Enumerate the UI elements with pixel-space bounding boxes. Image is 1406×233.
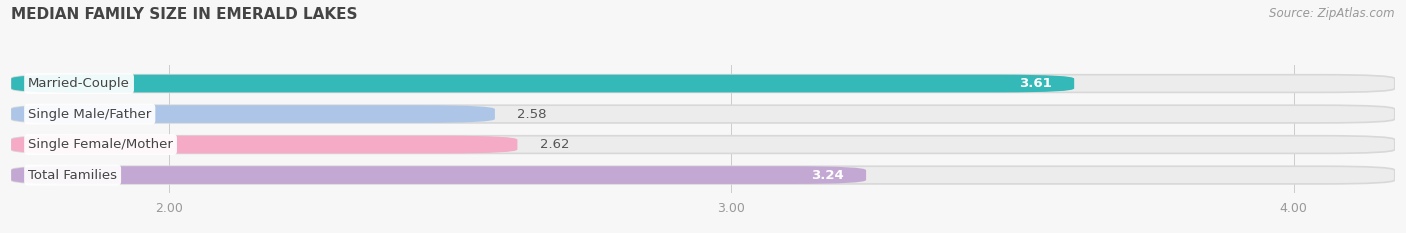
FancyBboxPatch shape <box>11 75 1074 93</box>
Text: Source: ZipAtlas.com: Source: ZipAtlas.com <box>1270 7 1395 20</box>
Text: 3.24: 3.24 <box>811 169 844 182</box>
Text: Single Male/Father: Single Male/Father <box>28 108 152 120</box>
FancyBboxPatch shape <box>11 105 1395 123</box>
Text: 2.58: 2.58 <box>517 108 547 120</box>
FancyBboxPatch shape <box>11 105 495 123</box>
Text: 3.61: 3.61 <box>1019 77 1052 90</box>
FancyBboxPatch shape <box>11 136 517 153</box>
FancyBboxPatch shape <box>11 166 866 184</box>
Text: MEDIAN FAMILY SIZE IN EMERALD LAKES: MEDIAN FAMILY SIZE IN EMERALD LAKES <box>11 7 357 22</box>
Text: Single Female/Mother: Single Female/Mother <box>28 138 173 151</box>
Text: Married-Couple: Married-Couple <box>28 77 129 90</box>
FancyBboxPatch shape <box>11 166 1395 184</box>
Text: 2.62: 2.62 <box>540 138 569 151</box>
FancyBboxPatch shape <box>11 136 1395 153</box>
Text: Total Families: Total Families <box>28 169 117 182</box>
FancyBboxPatch shape <box>11 75 1395 93</box>
